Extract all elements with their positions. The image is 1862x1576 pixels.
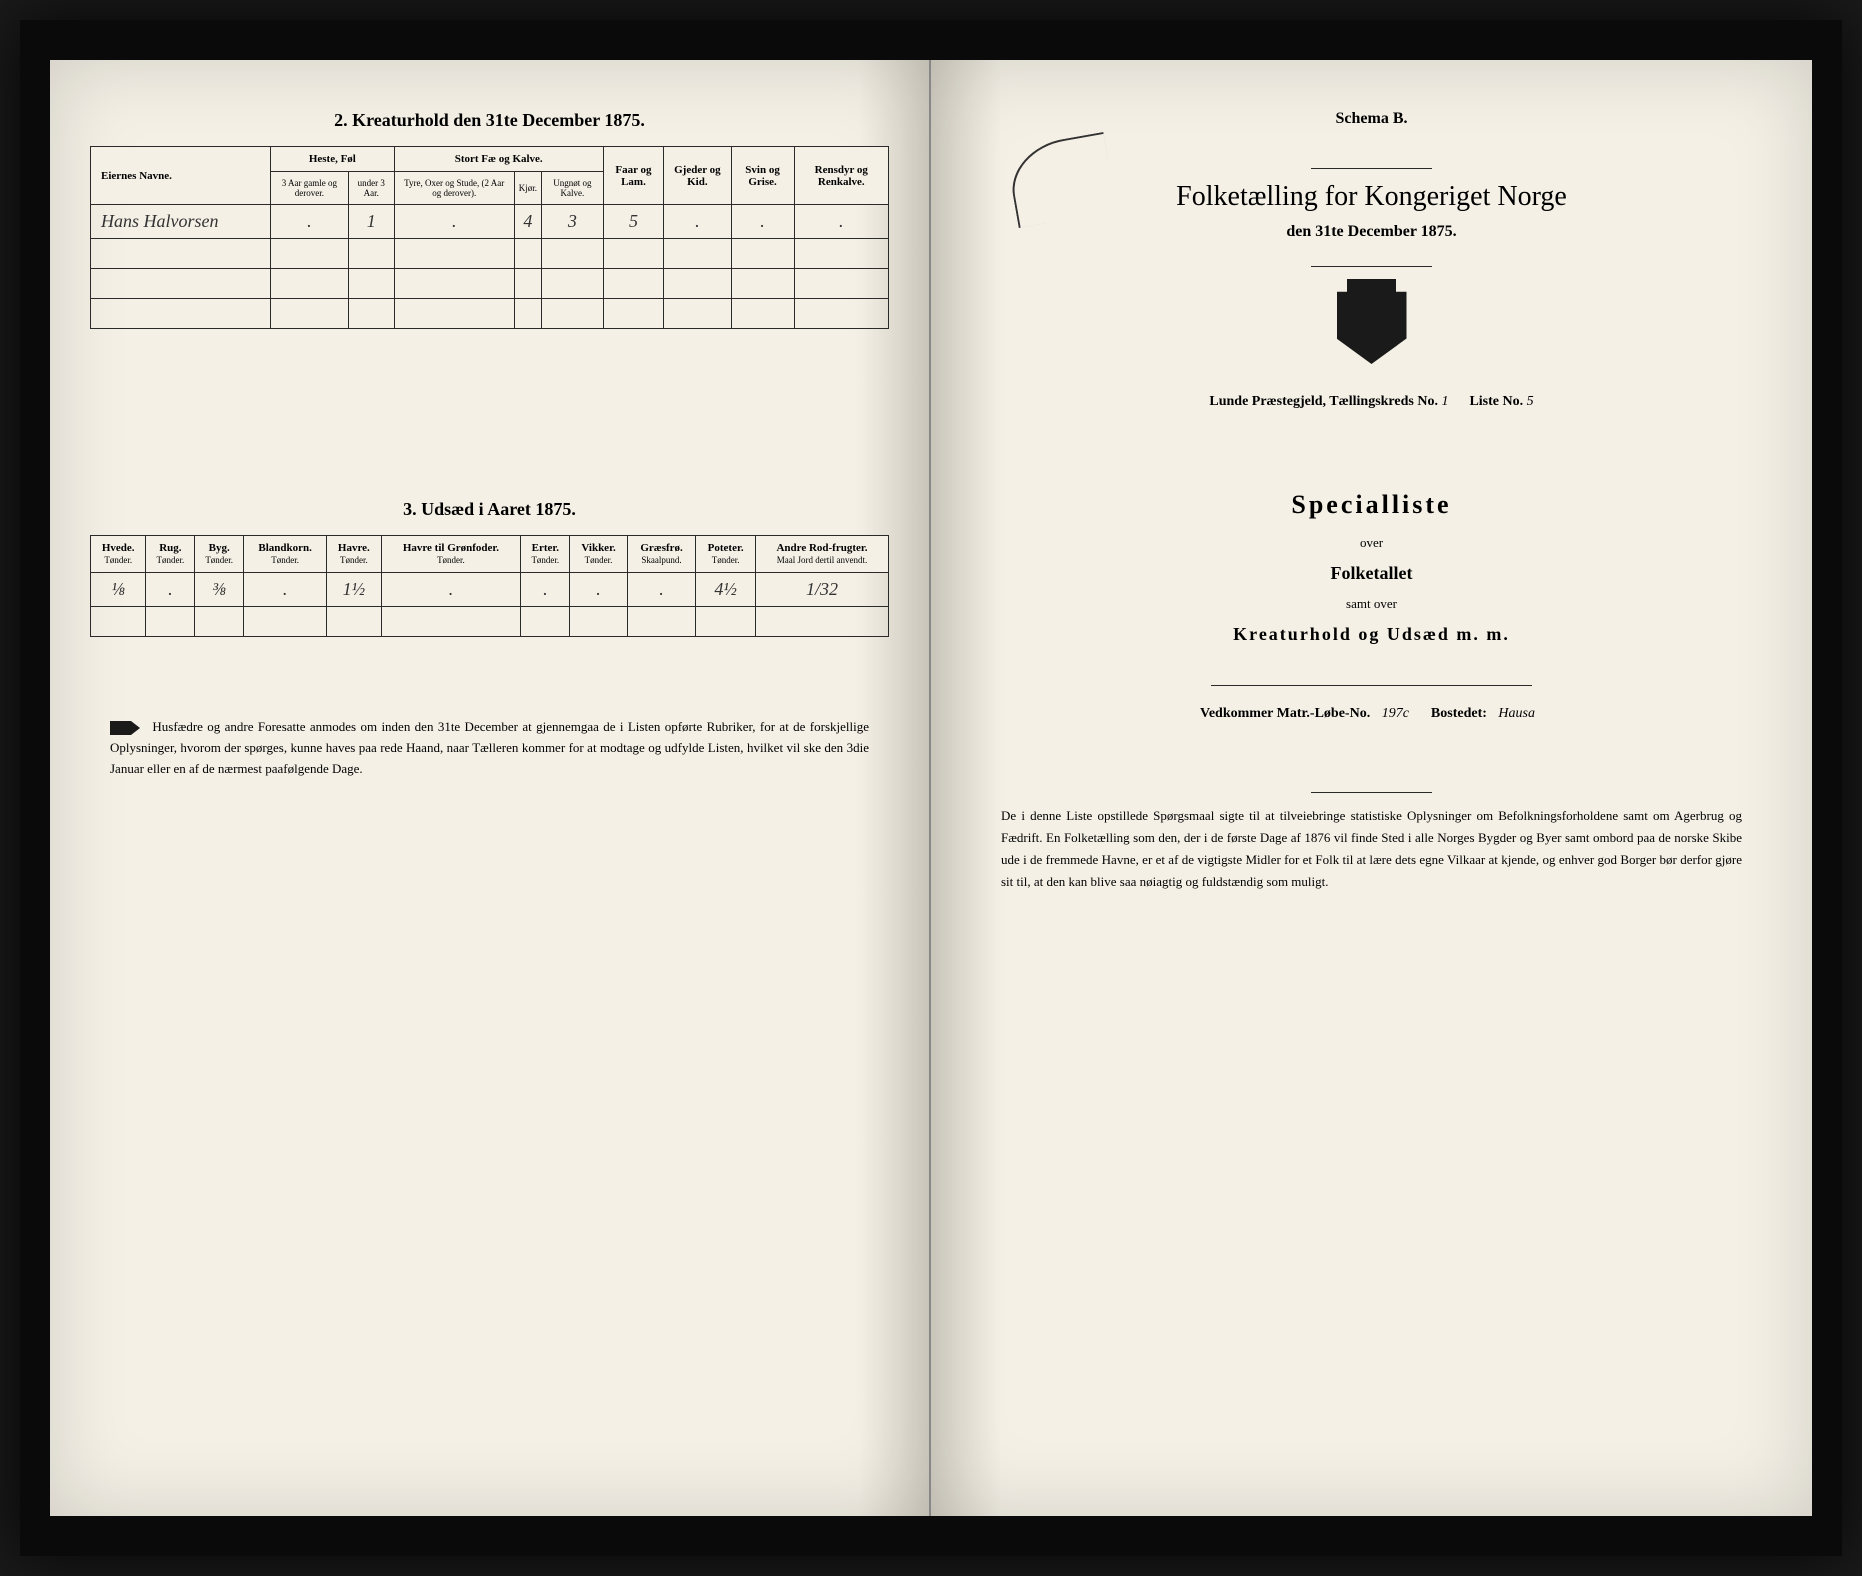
cell-u2: . (146, 573, 195, 607)
parish-line: Lunde Præstegjeld, Tællingskreds No. 1 L… (971, 394, 1772, 410)
cell-v5: 3 (542, 205, 604, 239)
col-erter: Erter.Tønder. (521, 536, 570, 573)
left-page: 2. Kreaturhold den 31te December 1875. E… (50, 60, 931, 1516)
table3-title: 3. Udsæd i Aaret 1875. (90, 499, 889, 520)
col-heste-2: under 3 Aar. (348, 172, 394, 205)
cell-u4: . (244, 573, 327, 607)
cell-v9: . (794, 205, 888, 239)
right-footer: De i denne Liste opstillede Spørgsmaal s… (971, 805, 1772, 893)
col-andre: Andre Rod-frugter.Maal Jord dertil anven… (755, 536, 888, 573)
table-row (91, 269, 889, 299)
col-bland: Blandkorn.Tønder. (244, 536, 327, 573)
bostedet-prefix: Bostedet: (1431, 706, 1487, 721)
col-gjeder: Gjeder og Kid. (664, 147, 731, 205)
col-heste-1: 3 Aar gamle og derover. (271, 172, 349, 205)
parish-prefix: Lunde Præstegjeld, Tællingskreds No. (1209, 394, 1438, 409)
col-havre: Havre.Tønder. (327, 536, 381, 573)
table-row (91, 239, 889, 269)
table-row (91, 299, 889, 329)
col-stort-2: Kjør. (514, 172, 541, 205)
udsaed-table: Hvede.Tønder. Rug.Tønder. Byg.Tønder. Bl… (90, 535, 889, 637)
pen-mark (1005, 132, 1117, 228)
cell-u3: ⅜ (195, 573, 244, 607)
liste-prefix: Liste No. (1469, 394, 1523, 409)
right-page: Schema B. Folketælling for Kongeriget No… (931, 60, 1812, 1516)
divider (1211, 685, 1531, 686)
col-havre-gron: Havre til Grønfoder.Tønder. (381, 536, 521, 573)
cell-u1: ⅛ (91, 573, 146, 607)
cell-u9: . (627, 573, 695, 607)
pointer-icon (110, 721, 140, 735)
samt-line: samt over (971, 596, 1772, 612)
bostedet: Hausa (1498, 706, 1535, 721)
folketallet-line: Folketallet (971, 563, 1772, 584)
cell-u11: 1/32 (755, 573, 888, 607)
divider (1311, 266, 1431, 267)
sub-date: den 31te December 1875. (971, 223, 1772, 241)
kreatur-line: Kreaturhold og Udsæd m. m. (971, 624, 1772, 645)
table2-title: 2. Kreaturhold den 31te December 1875. (90, 110, 889, 131)
col-poteter: Poteter.Tønder. (696, 536, 756, 573)
liste-no: 5 (1527, 394, 1534, 409)
book-spread: 2. Kreaturhold den 31te December 1875. E… (20, 20, 1842, 1556)
cell-v3: . (394, 205, 514, 239)
kreaturhold-table: Eiernes Navne. Heste, Føl Stort Fæ og Ka… (90, 146, 889, 329)
col-rensdyr: Rensdyr og Renkalve. (794, 147, 888, 205)
schema-label: Schema B. (971, 110, 1772, 128)
left-footer: Husfædre og andre Foresatte anmodes om i… (90, 717, 889, 779)
col-rug: Rug.Tønder. (146, 536, 195, 573)
table-row (91, 607, 889, 637)
col-hvede: Hvede.Tønder. (91, 536, 146, 573)
cell-name: Hans Halvorsen (91, 205, 271, 239)
cell-u5: 1½ (327, 573, 381, 607)
footer-text: Husfædre og andre Foresatte anmodes om i… (110, 719, 869, 776)
cell-u6: . (381, 573, 521, 607)
vedk-prefix: Vedkommer Matr.-Løbe-No. (1200, 706, 1370, 721)
vedkommer-line: Vedkommer Matr.-Løbe-No. 197c Bostedet: … (971, 706, 1772, 722)
cell-u7: . (521, 573, 570, 607)
coat-of-arms-icon (1337, 279, 1407, 364)
over-line: over (971, 535, 1772, 551)
cell-v1: . (271, 205, 349, 239)
col-stort-3: Ungnøt og Kalve. (542, 172, 604, 205)
vedk-no: 197c (1382, 706, 1409, 721)
parish-no: 1 (1441, 394, 1448, 409)
col-svin: Svin og Grise. (731, 147, 794, 205)
col-eier: Eiernes Navne. (91, 147, 271, 205)
divider (1311, 792, 1431, 793)
cell-v8: . (731, 205, 794, 239)
cell-v6: 5 (603, 205, 664, 239)
table-row: Hans Halvorsen . 1 . 4 3 5 . . . (91, 205, 889, 239)
col-stort: Stort Fæ og Kalve. (394, 147, 603, 172)
cell-v4: 4 (514, 205, 541, 239)
col-faar: Faar og Lam. (603, 147, 664, 205)
cell-u10: 4½ (696, 573, 756, 607)
table-row: ⅛ . ⅜ . 1½ . . . . 4½ 1/32 (91, 573, 889, 607)
col-stort-1: Tyre, Oxer og Stude, (2 Aar og derover). (394, 172, 514, 205)
col-graes: Græsfrø.Skaalpund. (627, 536, 695, 573)
col-heste: Heste, Føl (271, 147, 395, 172)
table-header-row: Hvede.Tønder. Rug.Tønder. Byg.Tønder. Bl… (91, 536, 889, 573)
special-title: Specialliste (971, 490, 1772, 520)
divider (1311, 168, 1431, 169)
cell-u8: . (570, 573, 628, 607)
table-header-row: Eiernes Navne. Heste, Føl Stort Fæ og Ka… (91, 147, 889, 172)
cell-v7: . (664, 205, 731, 239)
col-vikker: Vikker.Tønder. (570, 536, 628, 573)
cell-v2: 1 (348, 205, 394, 239)
col-byg: Byg.Tønder. (195, 536, 244, 573)
